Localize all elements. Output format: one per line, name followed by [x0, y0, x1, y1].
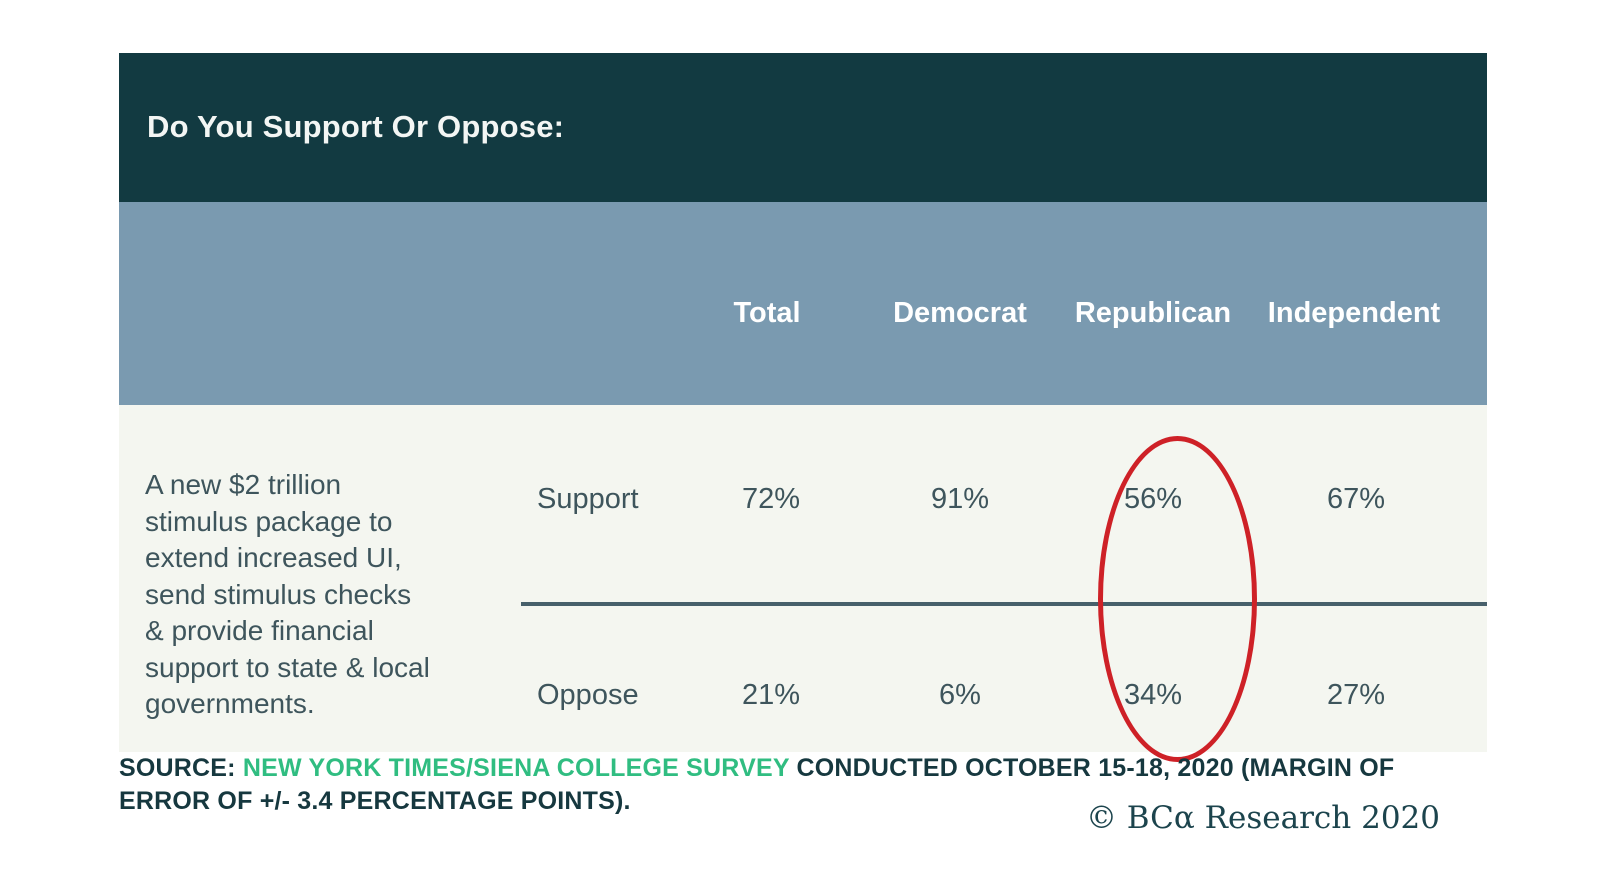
source-note: SOURCE: NEW YORK TIMES/SIENA COLLEGE SUR…	[119, 752, 1459, 818]
cell-support-democrat: 91%	[930, 483, 990, 515]
survey-table-card: Do You Support Or Oppose: Total Democrat…	[119, 53, 1487, 762]
row-label-oppose: Oppose	[537, 679, 639, 711]
column-header-total: Total	[733, 297, 801, 329]
source-detail: CONDUCTED OCTOBER 15-18, 2020 (MARGIN OF…	[119, 754, 1395, 815]
source-label: SOURCE:	[119, 754, 243, 782]
column-header-independent: Independent	[1267, 297, 1441, 329]
cell-oppose-democrat: 6%	[939, 679, 981, 711]
table-title: Do You Support Or Oppose:	[147, 109, 565, 144]
source-survey-link[interactable]: NEW YORK TIMES/SIENA COLLEGE SURVEY	[242, 754, 790, 782]
bca-research-copyright: © BCα Research 2020	[1085, 800, 1440, 836]
row-divider-line	[521, 602, 1487, 606]
column-header-republican: Republican	[1074, 297, 1232, 329]
republican-highlight-ellipse	[1098, 436, 1257, 762]
row-label-support: Support	[537, 483, 639, 515]
table-body: A new $2 trillion stimulus package to ex…	[119, 405, 1487, 762]
table-title-bar: Do You Support Or Oppose:	[119, 53, 1487, 202]
question-text: A new $2 trillion stimulus package to ex…	[145, 469, 430, 719]
column-header-row: Total Democrat Republican Independent	[119, 202, 1487, 405]
cell-support-total: 72%	[741, 483, 801, 515]
cell-oppose-independent: 27%	[1326, 679, 1386, 711]
column-header-democrat: Democrat	[893, 297, 1027, 329]
cell-support-independent: 67%	[1326, 483, 1386, 515]
cell-oppose-total: 21%	[741, 679, 801, 711]
